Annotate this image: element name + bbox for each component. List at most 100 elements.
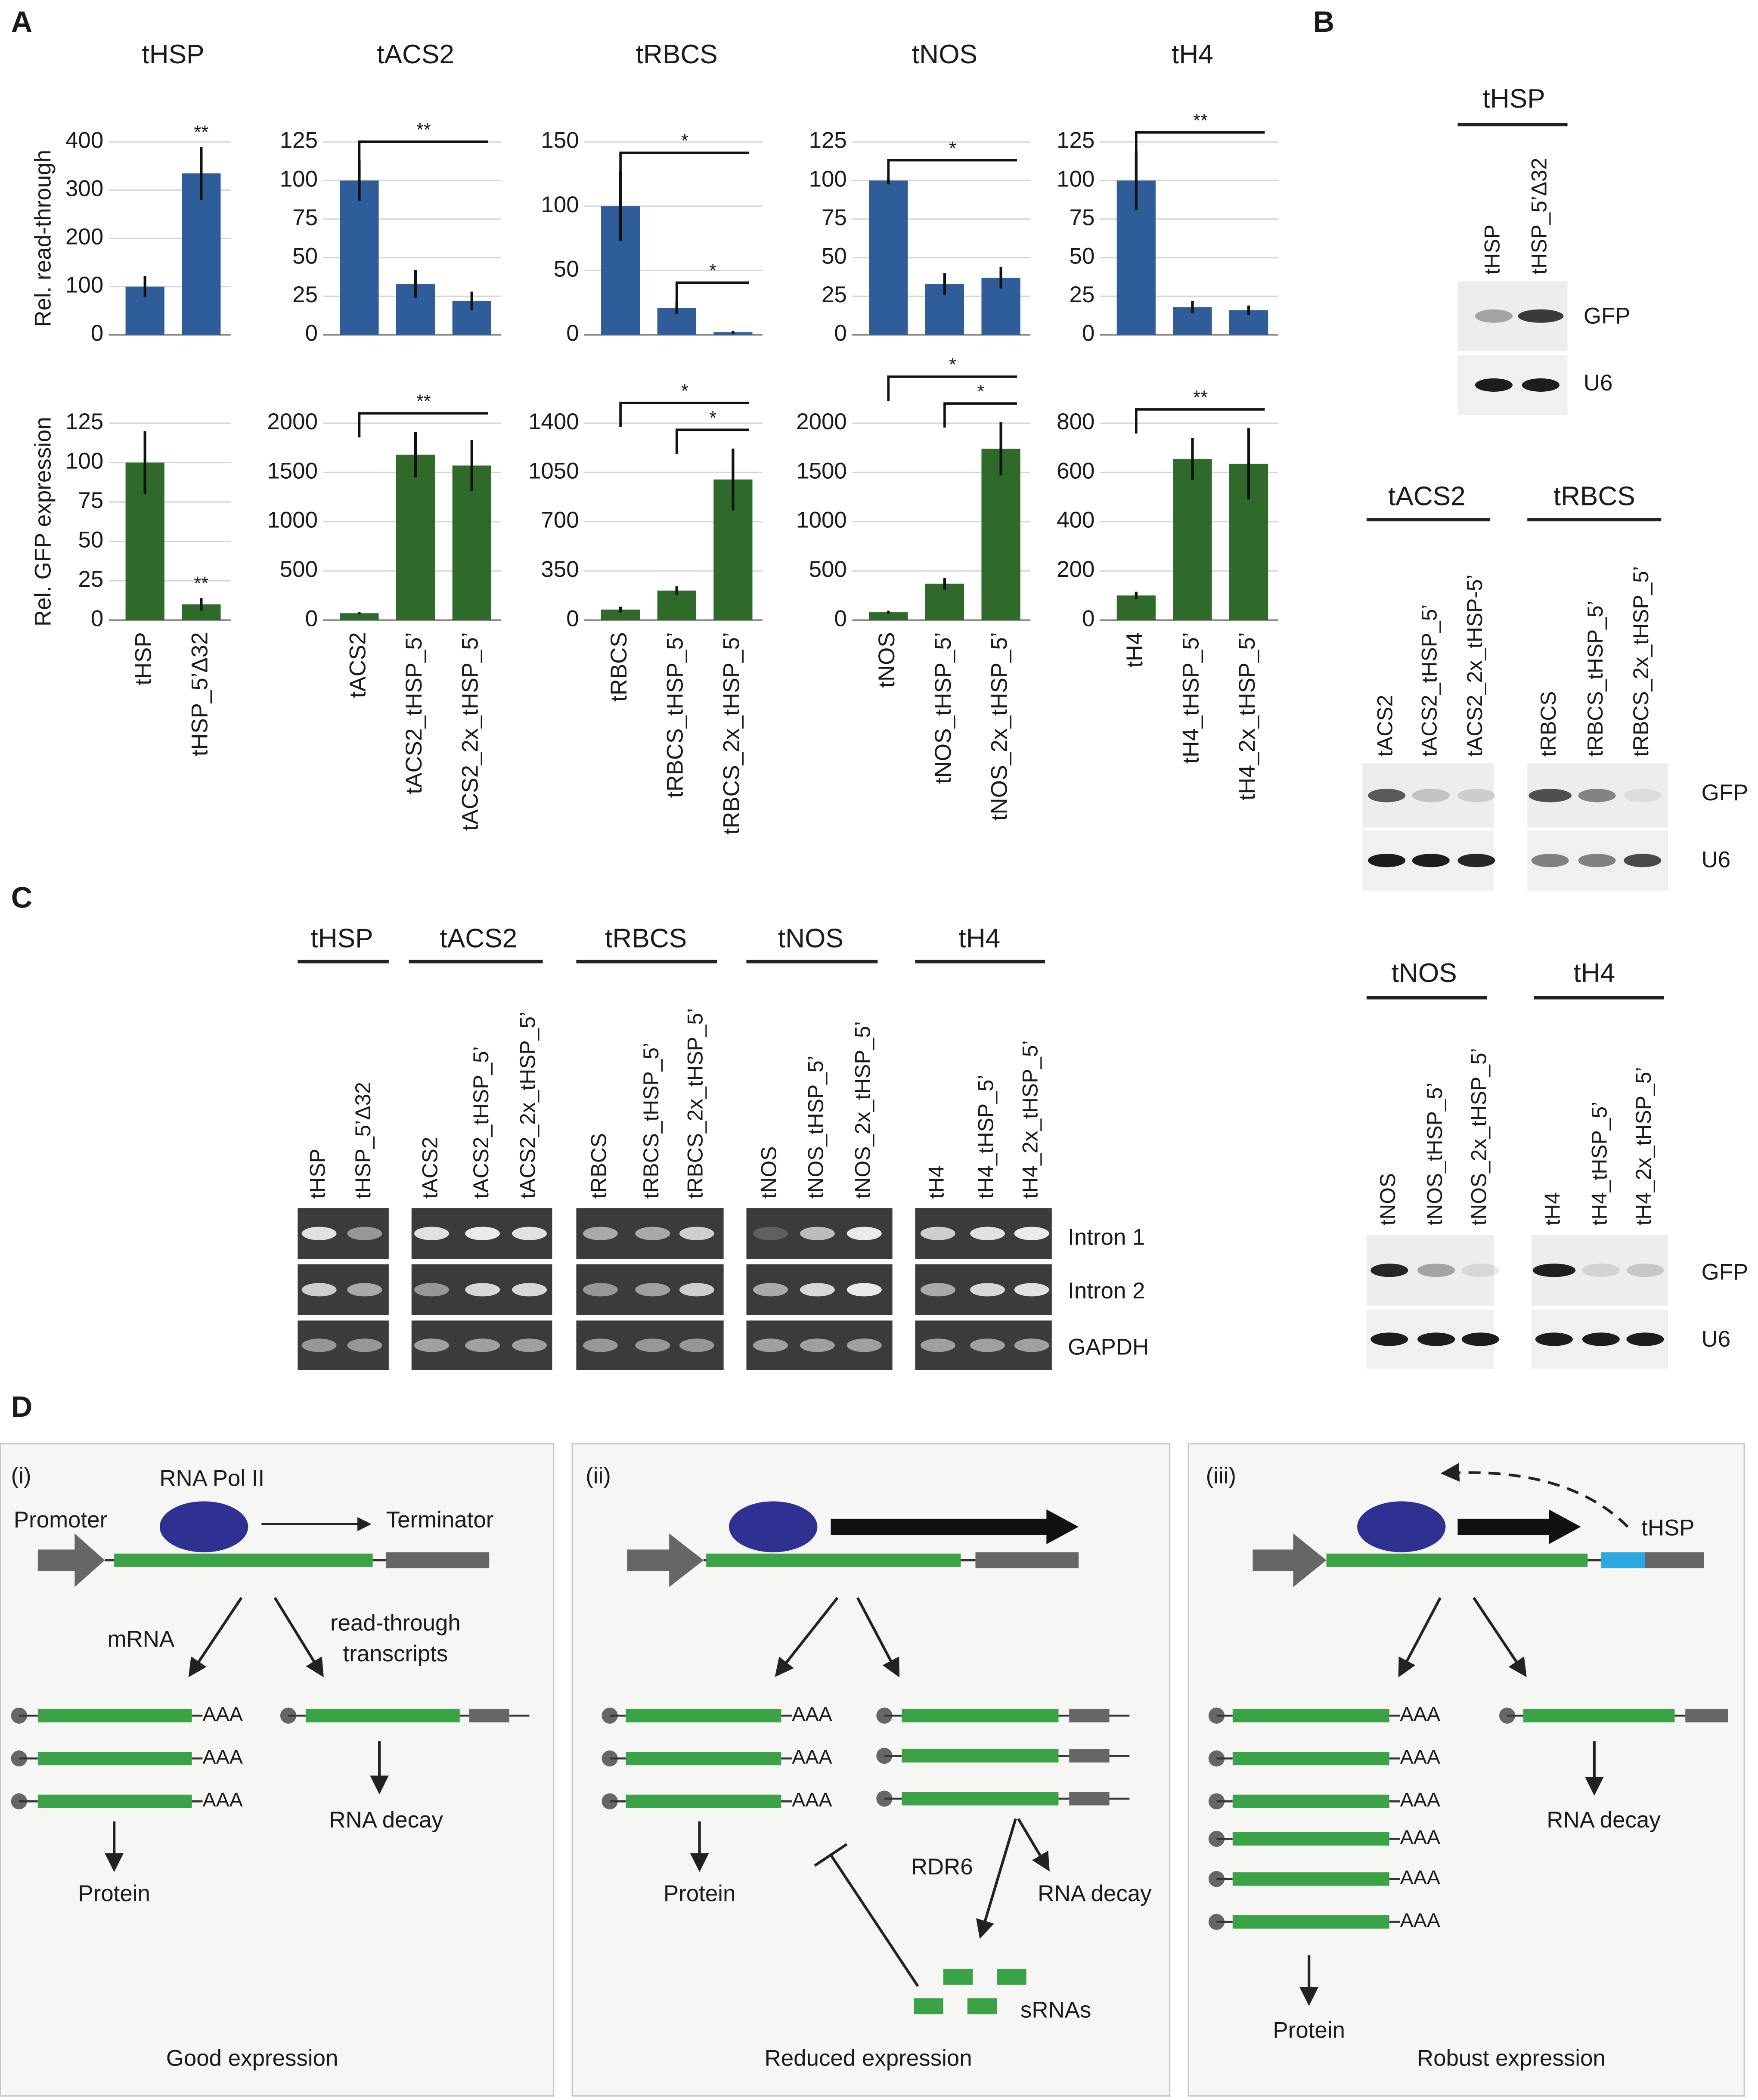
y-tick-label: 25 xyxy=(822,282,847,307)
band xyxy=(753,1227,788,1240)
significance-star: * xyxy=(949,138,956,159)
lane-label: tRBCS xyxy=(587,1133,611,1199)
band xyxy=(1457,789,1495,802)
lane-label: tHSP xyxy=(1480,225,1504,275)
significance-bracket xyxy=(675,281,749,307)
protein-label: Protein xyxy=(1273,2017,1345,2043)
bar xyxy=(396,455,435,620)
gene-body xyxy=(1232,1752,1389,1765)
y-tick-label: 2000 xyxy=(267,409,318,434)
gene-body xyxy=(306,1709,460,1722)
y-tick-label: 125 xyxy=(280,128,318,153)
lane-label: tACS2_tHSP_5’ xyxy=(469,1046,493,1199)
band xyxy=(1578,854,1616,867)
terminator-part xyxy=(469,1709,509,1722)
diagram-tag: (i) xyxy=(11,1463,31,1488)
band xyxy=(1370,1264,1408,1277)
band xyxy=(465,1338,500,1352)
diagram-tag: (iii) xyxy=(1206,1463,1236,1488)
lane-label: tNOS xyxy=(1376,1173,1400,1226)
band xyxy=(1368,789,1406,802)
lane-label: tRBCS_2x_tHSP_5’ xyxy=(1629,566,1653,757)
blot-group-title: tH4 xyxy=(1573,958,1615,988)
significance-star: ** xyxy=(1193,387,1208,408)
gene-body xyxy=(114,1553,373,1567)
rna-polymerase xyxy=(159,1501,248,1552)
srna xyxy=(997,1969,1026,1985)
band xyxy=(512,1283,547,1297)
band xyxy=(970,1338,1005,1352)
lane-label: tNOS xyxy=(757,1146,781,1199)
terminator-part xyxy=(1069,1709,1110,1722)
poly-a: AAA xyxy=(1400,1789,1441,1811)
y-tick-label: 300 xyxy=(65,176,103,201)
band xyxy=(1417,1332,1455,1346)
cap xyxy=(602,1707,618,1724)
band xyxy=(1626,1332,1664,1346)
band xyxy=(846,1227,882,1240)
row-label: Intron 2 xyxy=(1068,1278,1145,1304)
band xyxy=(1531,854,1569,867)
y-tick-label: 2000 xyxy=(796,409,847,434)
y-tick-label: 0 xyxy=(91,321,103,346)
poly-a: AAA xyxy=(1400,1909,1441,1932)
branch-label: mRNA xyxy=(108,1626,175,1652)
band xyxy=(347,1227,382,1240)
gene-body xyxy=(1326,1553,1588,1567)
arrow xyxy=(1398,1597,1442,1678)
bar xyxy=(981,449,1020,620)
y-tick-label: 400 xyxy=(1057,508,1094,533)
significance-star: * xyxy=(949,355,956,375)
poly-a: AAA xyxy=(202,1789,243,1811)
x-tick-label: tACS2_2x_tHSP_5’ xyxy=(458,632,483,830)
gene-body xyxy=(626,1752,781,1765)
band xyxy=(1626,1264,1664,1277)
gene-body xyxy=(1232,1872,1389,1886)
band xyxy=(512,1338,547,1352)
significance-bracket xyxy=(358,140,488,166)
y-tick-label: 0 xyxy=(566,606,579,631)
significance-bracket xyxy=(887,375,1017,401)
y-tick-label: 25 xyxy=(78,567,103,592)
bar xyxy=(452,465,491,620)
band xyxy=(1578,789,1616,802)
y-tick-label: 0 xyxy=(1082,606,1094,631)
srna xyxy=(914,1998,943,2014)
y-tick-label: 50 xyxy=(78,527,103,552)
x-tick-label: tRBCS xyxy=(606,632,632,702)
band xyxy=(1475,309,1513,323)
band xyxy=(1475,378,1513,392)
gene-body xyxy=(626,1794,781,1808)
significance-star: * xyxy=(977,381,984,402)
lane-label: tH4_2x_tHSP_5’ xyxy=(1631,1067,1656,1226)
y-tick-label: 200 xyxy=(1057,557,1094,582)
arrow xyxy=(775,1597,839,1677)
y-tick-label: 1000 xyxy=(796,508,847,533)
poly-a: AAA xyxy=(792,1746,832,1768)
feedback-arrow xyxy=(1440,1463,1629,1528)
band xyxy=(846,1283,882,1297)
band xyxy=(970,1227,1005,1240)
y-tick-label: 1050 xyxy=(528,458,579,483)
lane-label: tH4 xyxy=(1541,1192,1565,1225)
band xyxy=(800,1338,835,1352)
bar xyxy=(340,613,379,620)
blot-group-title: tNOS xyxy=(1392,958,1457,988)
row-label: GFP xyxy=(1584,303,1631,328)
band xyxy=(635,1283,670,1297)
lane-label: tRBCS_tHSP_5’ xyxy=(639,1043,663,1199)
band xyxy=(679,1338,714,1352)
bar xyxy=(1173,458,1212,620)
chart-title: tH4 xyxy=(1172,40,1213,69)
lane-label: tHSP_5’Δ32 xyxy=(351,1082,375,1199)
row-label: GAPDH xyxy=(1068,1335,1149,1360)
y-tick-label: 500 xyxy=(809,557,847,582)
band xyxy=(465,1227,500,1240)
lane-label: tACS2 xyxy=(418,1137,442,1199)
terminator xyxy=(1645,1552,1704,1568)
gene-body xyxy=(902,1792,1059,1806)
y-tick-label: 25 xyxy=(1070,282,1095,307)
band xyxy=(1412,789,1450,802)
y-tick-label: 50 xyxy=(822,244,847,269)
